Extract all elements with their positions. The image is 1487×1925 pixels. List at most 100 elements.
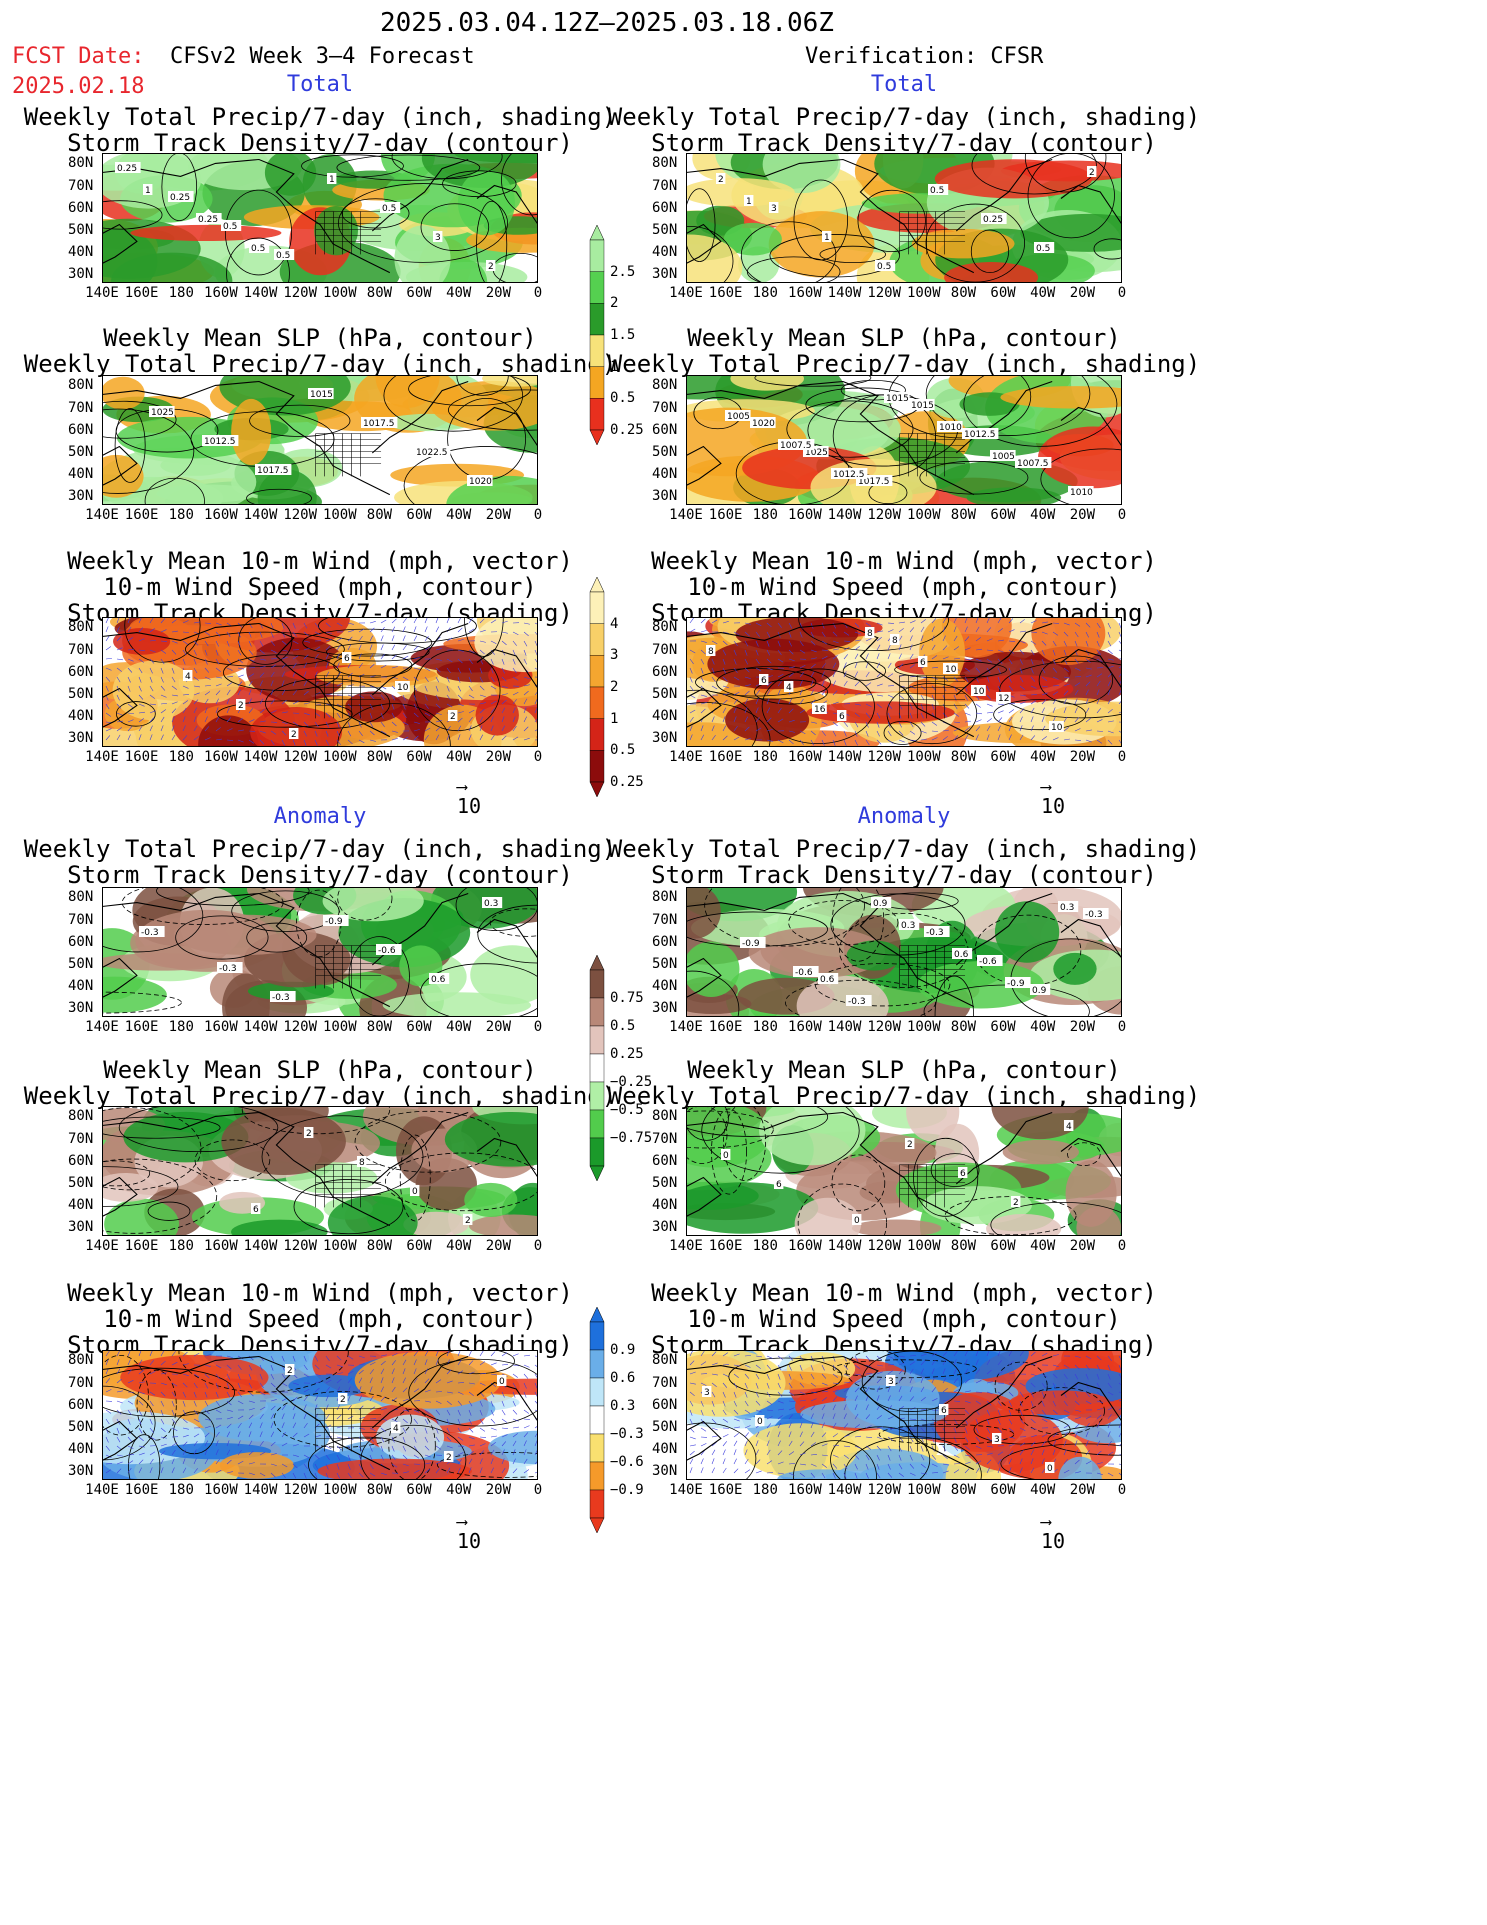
contour-labels: 0 2 6 2 4 0 6 bbox=[721, 1120, 1074, 1226]
contour-label: 0.3 bbox=[484, 899, 498, 909]
state-borders bbox=[315, 433, 382, 477]
lat-label: 50N bbox=[652, 685, 678, 702]
lon-label: 140E bbox=[669, 1238, 703, 1254]
state-borders bbox=[315, 1408, 382, 1452]
vector-reference-anom-fcst: ⟶ 10 bbox=[457, 1512, 482, 1554]
contour-label: 10 bbox=[1051, 723, 1063, 733]
lon-label: 100W bbox=[906, 1482, 941, 1498]
contour-label: 1 bbox=[329, 175, 335, 185]
colorbar-label: −0.9 bbox=[610, 1482, 644, 1498]
lon-label: 100W bbox=[322, 1019, 357, 1035]
lat-label: 80N bbox=[68, 1108, 94, 1125]
lon-label: 0 bbox=[533, 1482, 543, 1498]
colorbar-label: 2 bbox=[610, 679, 619, 695]
contour-label: 1010 bbox=[939, 423, 962, 433]
lon-label: 160W bbox=[204, 1019, 238, 1035]
contour-label: 6 bbox=[920, 658, 926, 668]
contour-label: 12 bbox=[998, 694, 1009, 704]
contour-label: -0.6 bbox=[979, 957, 997, 967]
lat-label: 40N bbox=[68, 465, 94, 482]
contour-label: 2 bbox=[238, 701, 244, 711]
contour-label: 0.5 bbox=[223, 222, 237, 232]
left-anomaly-label: Anomaly bbox=[273, 804, 367, 829]
lon-label: 120W bbox=[283, 749, 318, 765]
colorbar-segment bbox=[589, 686, 605, 719]
panel-title-anom-fcst-precip: Weekly Total Precip/7-day (inch, shading… bbox=[23, 835, 617, 889]
lon-label: 160E bbox=[708, 285, 743, 301]
contour-label: 1012.5 bbox=[964, 430, 996, 440]
colorbar-segment bbox=[589, 398, 605, 431]
right-total-label: Total bbox=[870, 72, 938, 97]
lat-label: 40N bbox=[652, 243, 678, 260]
colorbar-segment bbox=[589, 1053, 605, 1083]
contour-label: -0.6 bbox=[795, 968, 813, 978]
panel-title-total-verif-wind: Weekly Mean 10-m Wind (mph, vector) 10-m… bbox=[651, 547, 1157, 627]
contour-label: 0.9 bbox=[873, 899, 888, 909]
contour-label: 2 bbox=[446, 1453, 452, 1463]
contour-label: 16 bbox=[814, 705, 826, 715]
lon-label: 140W bbox=[243, 1482, 278, 1498]
lon-label: 180 bbox=[752, 1238, 778, 1254]
lon-label: 40W bbox=[1030, 1019, 1056, 1035]
contour-label: 2 bbox=[488, 262, 494, 272]
panel-title-total-verif-precip: Weekly Total Precip/7-day (inch, shading… bbox=[607, 103, 1201, 157]
contour-label: 10 bbox=[973, 687, 985, 697]
lat-label: 30N bbox=[68, 999, 94, 1016]
shading-layer bbox=[686, 153, 1122, 283]
lat-label: 60N bbox=[652, 421, 678, 438]
colorbar-label: 0.6 bbox=[610, 1370, 636, 1386]
colorbar-segment bbox=[589, 1349, 605, 1379]
lat-label: 50N bbox=[68, 1418, 94, 1435]
lon-label: 60W bbox=[406, 507, 432, 523]
lon-label: 140W bbox=[827, 285, 862, 301]
vector-reference-anom-verif: ⟶ 10 bbox=[1041, 1512, 1066, 1554]
panel-title-total-verif-slp: Weekly Mean SLP (hPa, contour) Weekly To… bbox=[607, 324, 1201, 378]
lon-label: 60W bbox=[406, 1019, 432, 1035]
state-borders bbox=[899, 675, 966, 719]
lon-label: 80W bbox=[366, 1019, 393, 1035]
lon-label: 100W bbox=[906, 1019, 941, 1035]
lon-label: 140E bbox=[85, 749, 119, 765]
contour-label: 1007.5 bbox=[780, 441, 812, 451]
lon-label: 120W bbox=[867, 507, 902, 523]
lon-label: 20W bbox=[485, 507, 512, 523]
lon-label: 160W bbox=[788, 507, 822, 523]
lat-label: 50N bbox=[68, 1174, 94, 1191]
contour-label: 0.5 bbox=[877, 262, 891, 272]
contour-labels: 6 2 8 0 2 bbox=[251, 1127, 473, 1226]
colorbar-label: −0.25 bbox=[610, 1074, 653, 1090]
contour-label: 0 bbox=[757, 1417, 763, 1427]
coastlines bbox=[102, 380, 538, 496]
lon-label: 120W bbox=[867, 1238, 902, 1254]
shading-layer bbox=[686, 887, 1122, 1017]
lat-label: 80N bbox=[652, 619, 678, 636]
map-anom-fcst-slp: 6 2 8 0 2 bbox=[102, 1106, 538, 1236]
contour-label: 1015 bbox=[310, 390, 333, 400]
state-borders bbox=[315, 675, 382, 719]
lat-label: 30N bbox=[652, 999, 678, 1016]
lat-label: 40N bbox=[68, 977, 94, 994]
contour-label: 8 bbox=[867, 629, 873, 639]
contour-label: 2 bbox=[306, 1129, 312, 1139]
lon-label: 60W bbox=[990, 285, 1016, 301]
colorbar-segment bbox=[589, 1461, 605, 1491]
contour-label: 2 bbox=[291, 730, 297, 740]
coastlines bbox=[102, 622, 538, 738]
lon-label: 40W bbox=[1030, 1482, 1056, 1498]
lon-label: 120W bbox=[867, 1019, 902, 1035]
coastlines bbox=[686, 380, 1122, 496]
contour-label: 6 bbox=[839, 712, 845, 722]
lon-label: 160W bbox=[788, 285, 822, 301]
lat-label: 50N bbox=[68, 221, 94, 238]
map-anom-verif-wind: 3 6 3 0 3 0 bbox=[686, 1350, 1122, 1480]
contour-labels: 0.25 0.25 0.5 0.5 1 0.5 3 2 1 0.25 0.5 bbox=[115, 162, 496, 272]
contour-label: -0.3 bbox=[1085, 910, 1103, 920]
lat-label: 80N bbox=[68, 377, 94, 394]
colorbar-label: −0.3 bbox=[610, 1426, 644, 1442]
lat-label: 40N bbox=[652, 977, 678, 994]
contour-label: 3 bbox=[994, 1435, 1000, 1445]
lon-label: 20W bbox=[1069, 285, 1096, 301]
contour-label: -0.9 bbox=[742, 939, 760, 949]
lon-label: 80W bbox=[950, 507, 977, 523]
colorbar-label: 2.5 bbox=[610, 263, 636, 280]
